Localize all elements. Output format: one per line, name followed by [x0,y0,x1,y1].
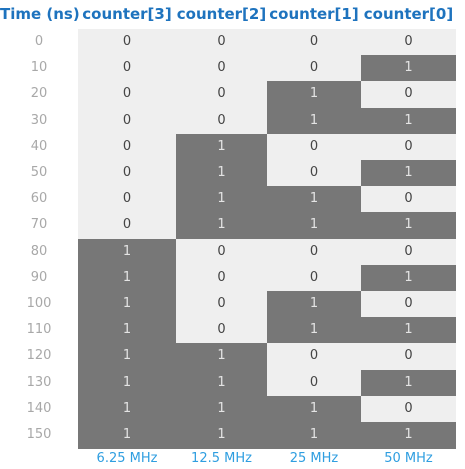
counter0-cell: 1 [361,264,456,292]
counter1-cell: 0 [267,29,361,56]
time-value: 60 [30,191,48,207]
counter2-column-header: counter[2] [176,5,267,23]
counter1-cell: 0 [267,343,361,371]
time-value: 30 [30,112,48,128]
counter1-cell: 0 [267,369,361,397]
counter0-cell: 0 [361,81,456,109]
counter3-cell: 0 [78,133,176,161]
time-value: 70 [30,217,48,233]
counter2-cell: 1 [176,186,267,213]
counter3-cell: 1 [78,291,176,318]
counter2-cell: 0 [176,29,267,56]
counter3-cell: 0 [78,186,176,213]
counter3-cell: 0 [78,55,176,82]
counter2-cell: 0 [176,291,267,318]
counter0-cell: 0 [361,291,456,318]
counter2-cell: 1 [176,343,267,371]
counter0-column-header: counter[0] [363,5,454,23]
time-value: 50 [30,165,48,180]
counter3-cell: 1 [78,422,176,449]
counter0-cell: 1 [361,55,456,82]
counter3-cell: 1 [78,264,176,292]
counter1-cell: 1 [267,291,361,318]
counter2-cell: 0 [176,55,267,82]
counter2-frequency-label: 12.5 MHz [191,451,252,466]
time-value: 90 [30,269,48,285]
counter1-cell: 1 [267,395,361,423]
counter1-cell: 0 [267,238,361,266]
counter2-cell: 1 [176,160,267,187]
time-value: 140 [26,400,52,416]
time-value: 150 [26,427,52,442]
counter2-cell: 1 [176,422,267,449]
counter2-cell: 0 [176,81,267,109]
counter0-cell: 1 [361,422,456,449]
counter3-cell: 0 [78,81,176,109]
counter2-cell: 0 [176,264,267,292]
counter3-cell: 1 [78,343,176,371]
counter2-cell: 0 [176,238,267,266]
counter2-cell: 1 [176,395,267,423]
counter3-frequency-label: 6.25 MHz [96,451,158,466]
counter0-cell: 0 [361,343,456,371]
counter0-cell: 0 [361,238,456,266]
counter0-frequency-label: 50 MHz [384,451,433,466]
counter3-cell: 1 [78,317,176,344]
counter3-column-header: counter[3] [82,5,172,23]
counter1-cell: 1 [267,317,361,344]
counter0-cell: 1 [361,160,456,187]
counter0-cell: 1 [361,212,456,240]
counter3-cell: 0 [78,29,176,56]
counter1-cell: 0 [267,160,361,187]
counter1-cell: 1 [267,107,361,135]
counter1-cell: 1 [267,186,361,213]
counter0-cell: 0 [361,133,456,161]
counter0-cell: 0 [361,29,456,56]
time-value: 100 [26,296,52,311]
counter0-cell: 1 [361,107,456,135]
counter1-frequency-label: 25 MHz [289,451,339,466]
time-value: 40 [30,138,48,154]
time-value: 0 [34,34,44,49]
counter3-cell: 0 [78,212,176,240]
counter2-cell: 1 [176,133,267,161]
time-value: 80 [30,243,48,259]
time-value: 20 [30,86,48,102]
counter1-cell: 0 [267,264,361,292]
counter1-cell: 1 [267,422,361,449]
counter0-cell: 1 [361,369,456,397]
counter1-cell: 1 [267,81,361,109]
time-value: 120 [26,348,52,364]
counter2-cell: 1 [176,212,267,240]
counter1-cell: 0 [267,133,361,161]
time-column-header: Time (ns) [0,5,80,23]
counter3-cell: 0 [78,107,176,135]
counter1-cell: 1 [267,212,361,240]
counter2-cell: 0 [176,317,267,344]
time-value: 110 [26,322,52,338]
time-value: 130 [26,374,52,390]
counter3-cell: 1 [78,369,176,397]
counter1-cell: 0 [267,55,361,82]
time-value: 10 [30,60,48,76]
counter1-column-header: counter[1] [269,5,359,23]
counter3-cell: 1 [78,238,176,266]
counter0-cell: 0 [361,186,456,213]
counter0-cell: 1 [361,317,456,344]
counter2-cell: 1 [176,369,267,397]
counter3-cell: 1 [78,395,176,423]
counter3-cell: 0 [78,160,176,187]
counter2-cell: 0 [176,107,267,135]
counter0-cell: 0 [361,395,456,423]
